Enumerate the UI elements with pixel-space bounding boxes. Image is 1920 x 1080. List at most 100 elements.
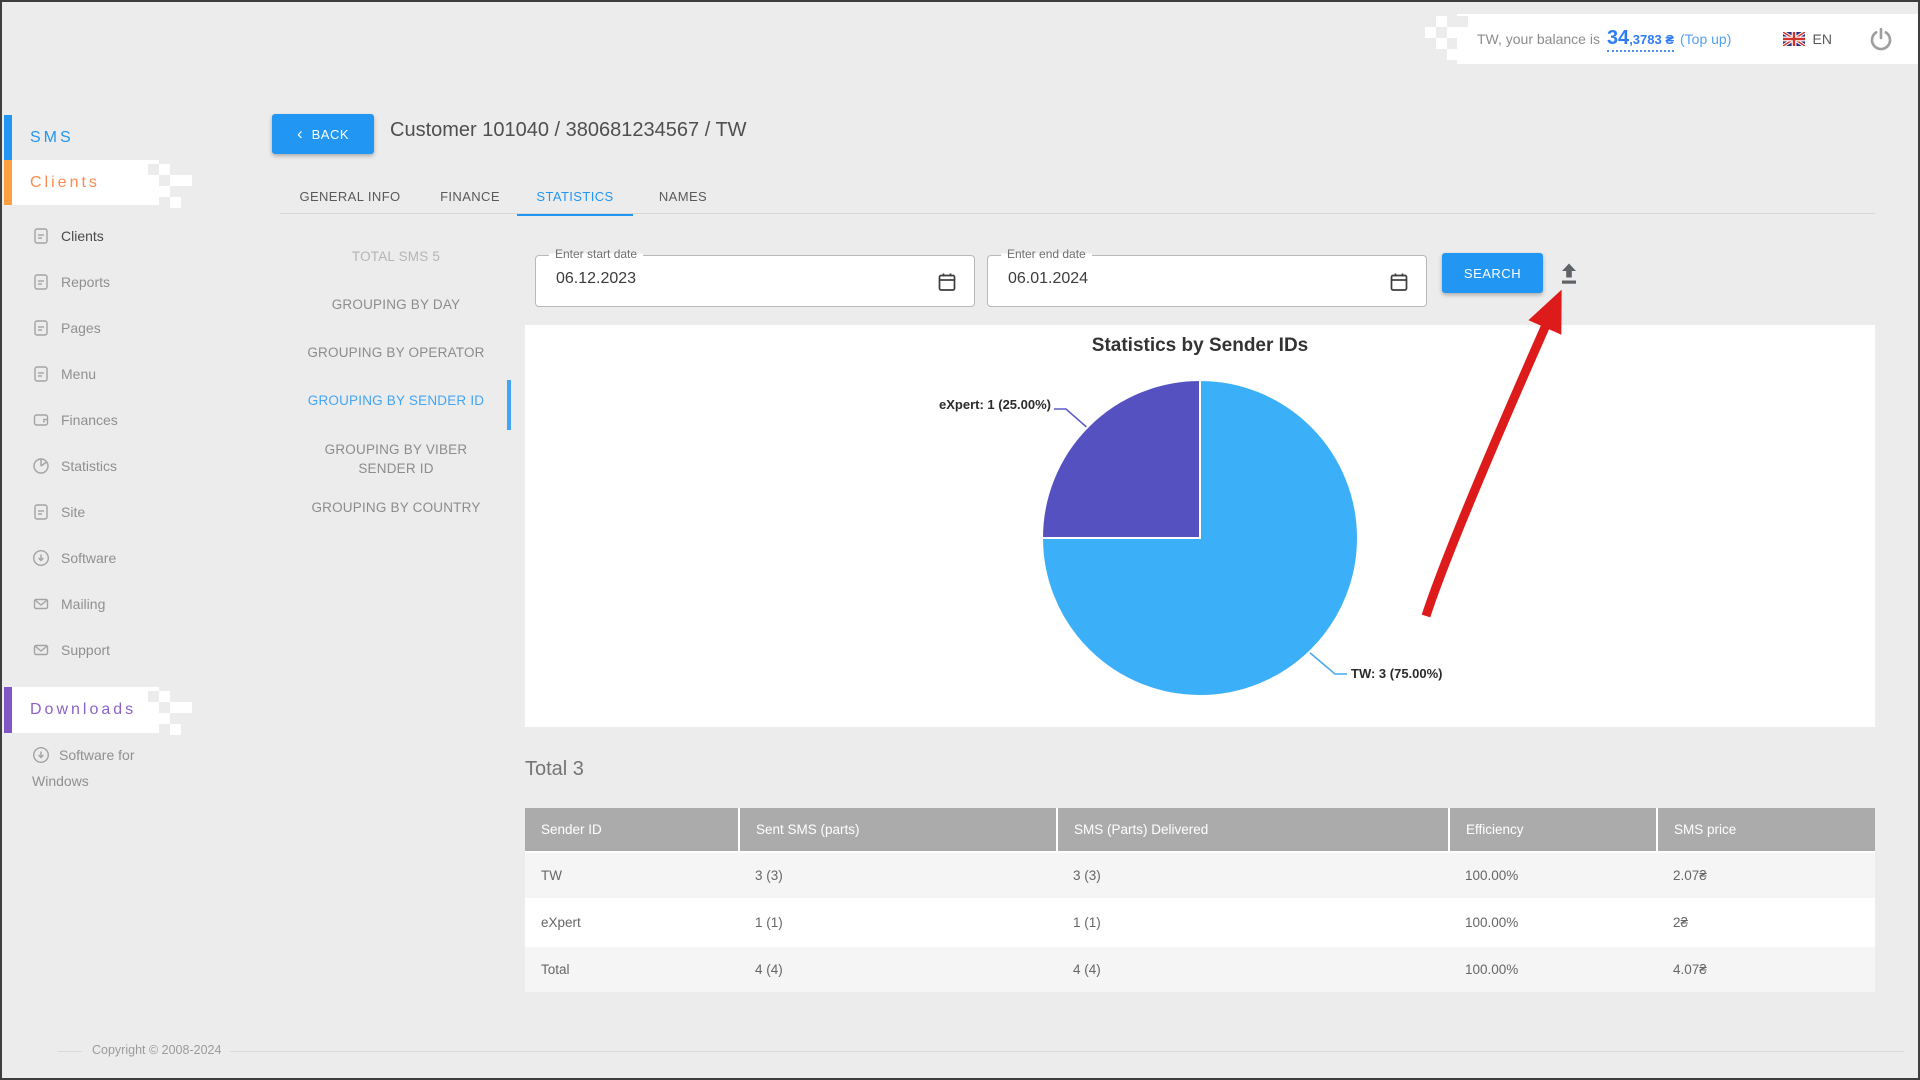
chevron-left-icon: ‹ xyxy=(296,123,303,143)
cell: 100.00% xyxy=(1449,898,1657,946)
sidebar-item-label: Software xyxy=(61,550,117,566)
cell: 1 (1) xyxy=(1057,898,1449,946)
language-selector[interactable]: EN xyxy=(1812,31,1832,47)
start-date-input[interactable]: Enter start date 06.12.2023 xyxy=(535,247,975,307)
top-up-link[interactable]: (Top up) xyxy=(1680,31,1732,47)
document-icon xyxy=(34,274,48,290)
envelope-icon xyxy=(33,598,49,610)
envelope-icon xyxy=(33,644,49,656)
cell: 3 (3) xyxy=(1057,851,1449,899)
downloads-section-strip xyxy=(12,687,159,733)
pie-label-tw: TW: 3 (75.00%) xyxy=(1351,666,1443,681)
sidebar-item-site[interactable]: Site xyxy=(32,490,85,534)
col-sent-sms: Sent SMS (parts) xyxy=(739,808,1058,852)
tab-general-info[interactable]: GENERAL INFO xyxy=(299,189,401,204)
cell: 1 (1) xyxy=(739,898,1057,946)
sidebar-item-statistics[interactable]: Statistics xyxy=(32,444,117,488)
document-icon xyxy=(34,504,48,520)
top-bar: TW, your balance is 34,3783 ₴ (Top up) E… xyxy=(1457,14,1918,64)
sidebar-item-software[interactable]: Software xyxy=(32,536,116,580)
download-icon xyxy=(32,746,50,764)
calendar-icon[interactable] xyxy=(1390,272,1408,292)
balance-fraction: ,3783 ₴ xyxy=(1629,31,1675,47)
sidebar-section-clients[interactable]: Clients xyxy=(30,174,100,191)
table-row: TW 3 (3) 3 (3) 100.00% 2.07₴ xyxy=(525,851,1875,899)
chart-title: Statistics by Sender IDs xyxy=(1091,335,1309,356)
sidebar-item-clients[interactable]: Clients xyxy=(32,214,104,258)
end-date-input[interactable]: Enter end date 06.01.2024 xyxy=(987,247,1427,307)
sidebar-item-label: Mailing xyxy=(61,596,106,612)
cell: eXpert xyxy=(525,898,739,946)
cell: 4 (4) xyxy=(1057,945,1449,992)
footer-divider xyxy=(58,1051,82,1052)
tab-statistics[interactable]: STATISTICS xyxy=(517,180,633,216)
sidebar-item-label: Support xyxy=(61,642,111,658)
end-date-value: 06.01.2024 xyxy=(1008,270,1089,287)
pie-label-expert: eXpert: 1 (25.00%) xyxy=(939,397,1051,412)
document-icon xyxy=(34,228,48,244)
sidebar-item-label: Statistics xyxy=(61,458,118,474)
tabs-divider xyxy=(280,213,1875,214)
wallet-icon xyxy=(33,414,49,426)
balance-prefix: TW, your balance is xyxy=(1477,31,1600,47)
logout-power-icon[interactable] xyxy=(1868,26,1894,52)
table-row: eXpert 1 (1) 1 (1) 100.00% 2₴ xyxy=(525,898,1875,946)
sidebar-item-finances[interactable]: Finances xyxy=(32,398,118,442)
sidebar-item-label: Clients xyxy=(61,228,104,244)
pie-slice-eXpert[interactable] xyxy=(1040,378,1201,539)
col-sender-id: Sender ID xyxy=(525,808,740,852)
balance-amount[interactable]: 34,3783 ₴ xyxy=(1606,26,1675,52)
sidebar-item-label: Reports xyxy=(61,274,111,290)
sidebar-item-reports[interactable]: Reports xyxy=(32,260,110,304)
subnav-grouping-by-operator[interactable]: GROUPING BY OPERATOR xyxy=(307,345,485,360)
subnav-grouping-by-country[interactable]: GROUPING BY COUNTRY xyxy=(311,500,481,515)
subnav-grouping-by-sender-id[interactable]: GROUPING BY SENDER ID xyxy=(307,393,485,408)
tab-finance[interactable]: FINANCE xyxy=(440,189,500,204)
expert-leader-line xyxy=(1054,408,1092,432)
clients-section-bar xyxy=(4,160,12,205)
cell: TW xyxy=(525,851,739,899)
sidebar-item-support[interactable]: Support xyxy=(32,628,110,672)
col-sms-price: SMS price xyxy=(1657,808,1875,852)
document-icon xyxy=(34,366,48,382)
sidebar-item-label: Pages xyxy=(61,320,101,336)
sidebar-item-label: Menu xyxy=(61,366,97,382)
col-efficiency: Efficiency xyxy=(1449,808,1658,852)
total-heading: Total 3 xyxy=(525,758,584,780)
copyright-text: Copyright © 2008-2024 xyxy=(92,1043,222,1057)
tab-names[interactable]: NAMES xyxy=(658,189,708,204)
calendar-icon[interactable] xyxy=(938,272,956,292)
cell: 100.00% xyxy=(1449,851,1657,899)
chart-panel: Statistics by Sender IDs eXpert: 1 (25.0… xyxy=(525,325,1875,727)
sidebar-section-downloads[interactable]: Downloads xyxy=(30,701,137,718)
clients-section-strip xyxy=(12,160,159,205)
sidebar-item-software-for-windows[interactable]: Software for Windows xyxy=(32,742,182,794)
cell: 2₴ xyxy=(1657,898,1875,946)
sidebar-item-menu[interactable]: Menu xyxy=(32,352,96,396)
pie-chart-icon xyxy=(33,458,49,474)
sidebar-item-label: Finances xyxy=(61,412,118,428)
subnav-grouping-by-viber-sender-id[interactable]: GROUPING BY VIBER SENDER ID xyxy=(324,442,468,476)
back-button[interactable]: ‹ BACK xyxy=(272,114,374,154)
search-button[interactable]: SEARCH xyxy=(1442,253,1543,293)
end-date-label: Enter end date xyxy=(1001,247,1092,261)
uk-flag-icon[interactable] xyxy=(1782,32,1805,46)
sidebar-item-mailing[interactable]: Mailing xyxy=(32,582,105,626)
download-icon xyxy=(32,549,50,567)
cell: Total xyxy=(525,945,739,992)
sidebar-item-label: Site xyxy=(61,504,86,520)
subnav-grouping-by-day[interactable]: GROUPING BY DAY xyxy=(331,297,461,312)
statistics-table: Sender ID Sent SMS (parts) SMS (Parts) D… xyxy=(525,808,1875,992)
sidebar-section-sms[interactable]: SMS xyxy=(30,129,74,146)
subnav-total-sms: TOTAL SMS 5 xyxy=(351,249,441,264)
sidebar-item-pages[interactable]: Pages xyxy=(32,306,101,350)
cell: 3 (3) xyxy=(739,851,1057,899)
pie-chart[interactable] xyxy=(525,325,1875,727)
export-upload-icon[interactable] xyxy=(1555,261,1583,289)
cell: 100.00% xyxy=(1449,945,1657,992)
sidebar-item-label: Software for Windows xyxy=(32,747,135,789)
sms-section-bar xyxy=(4,115,12,160)
balance-main: 34 xyxy=(1606,26,1630,49)
downloads-section-bar xyxy=(4,687,12,733)
